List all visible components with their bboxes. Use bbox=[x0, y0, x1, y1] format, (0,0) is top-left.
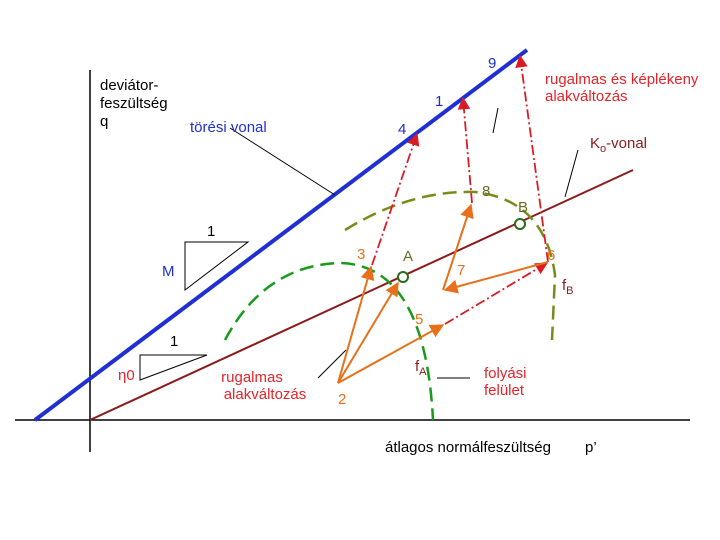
sub: o bbox=[600, 143, 606, 155]
elastic-paths bbox=[337, 203, 549, 384]
slope-m: M bbox=[162, 263, 175, 280]
yield-surface-b bbox=[344, 190, 557, 341]
slope-triangles bbox=[139, 107, 579, 381]
point-label: 2 bbox=[338, 391, 346, 408]
y-label: feszültség bbox=[100, 95, 168, 112]
f: f bbox=[562, 277, 567, 294]
slope-one: 1 bbox=[207, 223, 215, 240]
plastic-paths bbox=[371, 54, 549, 325]
point-label: 8 bbox=[482, 183, 490, 200]
point-b bbox=[514, 218, 526, 230]
point-a bbox=[397, 271, 409, 283]
y-label: deviátor- bbox=[100, 77, 158, 94]
failure-line bbox=[33, 48, 529, 422]
f: f bbox=[415, 358, 420, 375]
slope-one: 1 bbox=[170, 333, 178, 350]
yield-surface-a bbox=[223, 261, 435, 421]
sub: A bbox=[419, 366, 427, 378]
annotation: felület bbox=[484, 382, 525, 399]
annotation: folyási bbox=[484, 365, 527, 382]
k0-label: Ko-vonal bbox=[590, 135, 647, 155]
axes bbox=[15, 70, 690, 452]
k0-line bbox=[89, 169, 634, 421]
slope-eta: η0 bbox=[118, 367, 135, 384]
point-label: 6 bbox=[547, 247, 555, 264]
point-label: B bbox=[518, 199, 528, 216]
point-label: 9 bbox=[488, 55, 496, 72]
x-symbol: p’ bbox=[585, 439, 597, 456]
point-label: 3 bbox=[357, 246, 365, 263]
point-label: A bbox=[403, 248, 413, 265]
point-label: 7 bbox=[457, 262, 465, 279]
x-label: átlagos normálfeszültség bbox=[385, 439, 551, 456]
failure-label: törési vonal bbox=[190, 119, 267, 136]
annotation: rugalmas és képlékeny bbox=[545, 71, 699, 88]
point-label: 4 bbox=[398, 121, 406, 138]
annotation: alakváltozás bbox=[224, 386, 307, 403]
point-label: 5 bbox=[415, 311, 423, 328]
fb: fB bbox=[562, 277, 574, 297]
point-label: 1 bbox=[435, 93, 443, 110]
annotation: rugalmas bbox=[221, 369, 283, 386]
rest: -vonal bbox=[606, 135, 647, 152]
sub: B bbox=[566, 285, 573, 297]
fa: fA bbox=[415, 358, 427, 378]
y-label: q bbox=[100, 113, 108, 130]
annotation: alakváltozás bbox=[545, 88, 628, 105]
k: K bbox=[590, 135, 600, 152]
